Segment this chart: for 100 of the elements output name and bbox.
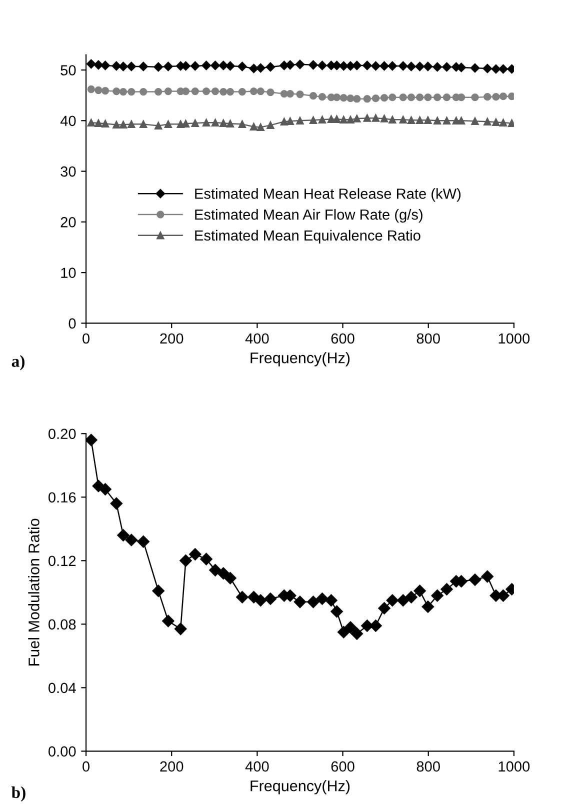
point bbox=[407, 116, 416, 124]
point bbox=[482, 64, 492, 74]
point bbox=[470, 63, 480, 73]
x-tick-label: 600 bbox=[331, 333, 354, 344]
point bbox=[296, 116, 304, 124]
point bbox=[119, 120, 128, 129]
y-tick-label: 30 bbox=[60, 166, 76, 177]
y-tick-label: 0.20 bbox=[48, 428, 76, 440]
point bbox=[226, 61, 235, 71]
y-tick-label: 50 bbox=[60, 65, 76, 76]
point bbox=[238, 120, 246, 128]
point bbox=[405, 591, 418, 604]
point bbox=[250, 87, 258, 96]
point bbox=[256, 63, 266, 73]
point bbox=[346, 116, 354, 124]
x-tick-label: 200 bbox=[160, 333, 184, 344]
point bbox=[202, 118, 210, 126]
point bbox=[416, 94, 424, 102]
point bbox=[210, 60, 220, 70]
point bbox=[94, 86, 102, 94]
point bbox=[249, 64, 258, 74]
point bbox=[140, 88, 148, 96]
point bbox=[118, 62, 128, 72]
point bbox=[190, 61, 200, 71]
point bbox=[180, 554, 192, 567]
point bbox=[339, 61, 348, 71]
point bbox=[296, 90, 304, 98]
point bbox=[442, 116, 451, 124]
point bbox=[468, 574, 482, 586]
y-tick-label: 20 bbox=[60, 217, 76, 228]
y-axis-title: Fuel Modulation Ratio bbox=[28, 518, 40, 666]
y-tick-label: 0.00 bbox=[48, 746, 76, 757]
point bbox=[137, 536, 150, 548]
point bbox=[498, 64, 508, 74]
point bbox=[370, 620, 382, 632]
x-tick-label: 200 bbox=[160, 761, 184, 772]
point bbox=[101, 86, 110, 95]
point bbox=[380, 61, 389, 71]
point bbox=[164, 120, 172, 128]
point bbox=[346, 94, 354, 102]
point bbox=[491, 64, 501, 74]
point bbox=[371, 61, 380, 71]
point bbox=[406, 62, 416, 72]
text: a) bbox=[12, 355, 24, 370]
point bbox=[202, 60, 211, 70]
point bbox=[202, 87, 210, 96]
point bbox=[110, 497, 123, 510]
point bbox=[372, 94, 380, 102]
point bbox=[325, 594, 338, 606]
point bbox=[87, 118, 95, 126]
point bbox=[363, 114, 371, 122]
x-tick-label: 800 bbox=[416, 761, 440, 772]
point bbox=[189, 548, 202, 560]
point bbox=[388, 116, 396, 124]
point bbox=[220, 119, 228, 127]
point bbox=[309, 92, 318, 100]
point bbox=[220, 88, 228, 96]
point bbox=[117, 529, 130, 542]
point bbox=[266, 121, 274, 130]
x-tick-label: 600 bbox=[331, 761, 354, 772]
point bbox=[353, 114, 361, 122]
legend-label: Estimated Mean Heat Release Rate (kW) bbox=[195, 188, 461, 202]
point bbox=[378, 602, 390, 614]
point bbox=[154, 122, 162, 130]
point bbox=[362, 60, 372, 70]
point bbox=[280, 118, 288, 126]
point bbox=[266, 62, 276, 72]
point bbox=[119, 88, 128, 96]
point bbox=[112, 61, 122, 71]
point bbox=[250, 122, 258, 131]
point bbox=[414, 584, 426, 597]
point bbox=[398, 61, 408, 71]
point bbox=[286, 60, 295, 70]
point bbox=[226, 88, 234, 96]
point bbox=[318, 93, 326, 101]
point bbox=[508, 92, 514, 100]
point bbox=[434, 116, 442, 124]
point bbox=[308, 60, 318, 70]
point bbox=[388, 94, 396, 102]
point bbox=[407, 94, 416, 102]
point bbox=[492, 118, 500, 126]
point bbox=[112, 87, 120, 96]
point bbox=[422, 600, 434, 613]
point bbox=[217, 567, 230, 580]
point bbox=[264, 592, 277, 605]
point bbox=[340, 94, 348, 102]
point bbox=[397, 594, 410, 606]
point bbox=[280, 90, 288, 98]
point bbox=[424, 116, 432, 124]
point bbox=[254, 594, 267, 606]
point bbox=[318, 60, 327, 70]
x-tick-label: 1000 bbox=[498, 761, 530, 772]
point bbox=[442, 62, 452, 72]
point bbox=[128, 88, 136, 96]
point bbox=[434, 94, 442, 102]
point bbox=[386, 594, 398, 606]
point bbox=[238, 62, 247, 72]
point bbox=[174, 622, 187, 636]
point bbox=[238, 88, 246, 96]
point bbox=[125, 534, 138, 546]
